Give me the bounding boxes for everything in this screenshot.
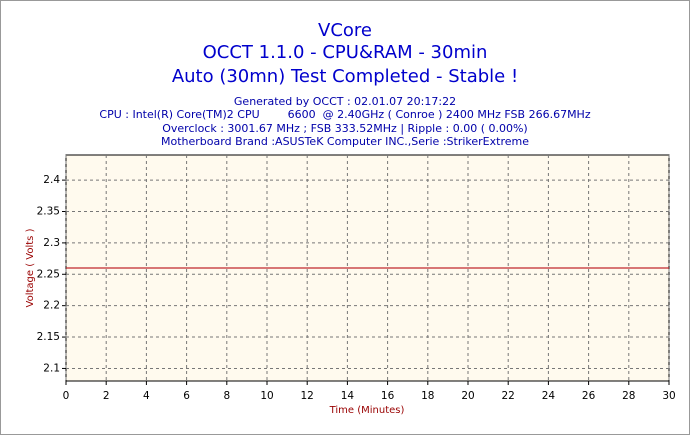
x-tick-label: 16 xyxy=(381,390,395,402)
x-tick-label: 14 xyxy=(341,390,355,402)
info-line: Motherboard Brand :ASUSTeK Computer INC.… xyxy=(161,135,529,148)
x-tick-label: 30 xyxy=(662,390,675,402)
info-line: Overclock : 3001.67 MHz ; FSB 333.52MHz … xyxy=(162,122,527,135)
x-tick-label: 18 xyxy=(421,390,434,402)
x-tick-label: 20 xyxy=(461,390,474,402)
y-tick-label: 2.35 xyxy=(37,206,60,218)
x-tick-label: 0 xyxy=(63,390,70,402)
chart-subtitle: OCCT 1.1.0 - CPU&RAM - 30min xyxy=(203,42,488,63)
y-axis-label: Voltage ( Volts ) xyxy=(25,228,36,307)
y-tick-label: 2.25 xyxy=(37,268,60,280)
info-line: Generated by OCCT : 02.01.07 20:17:22 xyxy=(234,95,456,108)
x-tick-label: 22 xyxy=(502,390,515,402)
x-tick-label: 26 xyxy=(582,390,596,402)
chart-title: VCore xyxy=(318,20,372,41)
chart-subtitle: Auto (30mn) Test Completed - Stable ! xyxy=(172,66,518,87)
y-tick-label: 2.1 xyxy=(43,362,60,374)
y-tick-label: 2.4 xyxy=(43,174,60,186)
y-tick-label: 2.15 xyxy=(37,331,60,343)
info-line: CPU : Intel(R) Core(TM)2 CPU 6600 @ 2.40… xyxy=(99,108,590,121)
x-tick-label: 8 xyxy=(223,390,230,402)
x-tick-label: 6 xyxy=(183,390,190,402)
x-tick-label: 10 xyxy=(260,390,273,402)
x-tick-label: 28 xyxy=(622,390,635,402)
x-tick-label: 24 xyxy=(542,390,556,402)
x-tick-label: 4 xyxy=(143,390,150,402)
x-axis-label: Time (Minutes) xyxy=(329,405,405,416)
y-tick-label: 2.2 xyxy=(43,300,60,312)
x-tick-label: 2 xyxy=(103,390,110,402)
x-tick-label: 12 xyxy=(301,390,314,402)
y-tick-label: 2.3 xyxy=(43,237,60,249)
